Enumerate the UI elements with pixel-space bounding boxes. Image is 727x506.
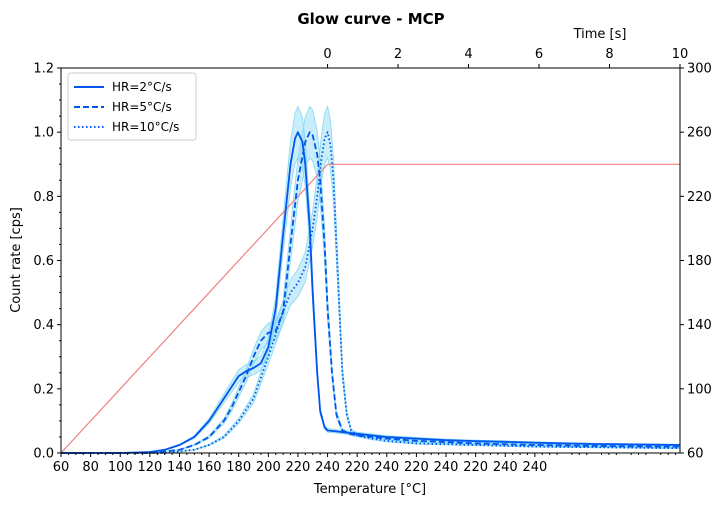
y-tick-label-4: 0.8 xyxy=(33,190,54,205)
legend: HR=2°C/s HR=5°C/s HR=10°C/s xyxy=(67,72,197,141)
x-tick-label-5: 160 xyxy=(197,460,222,475)
uncertainty-bands xyxy=(61,105,681,454)
y2-tick-label-0: 60 xyxy=(687,447,704,462)
x-axis-ticks: 60 80 100 120 140 160 180 200 220 240 220 240 220 240… xyxy=(53,453,677,475)
x-tick-label-2: 100 xyxy=(108,460,133,475)
top-tick-label-5: 10 xyxy=(672,47,689,62)
x-tick-label-4: 140 xyxy=(167,460,192,475)
legend-label-hr10: HR=10°C/s xyxy=(112,120,179,134)
y2-tick-label-6: 300 xyxy=(687,62,712,77)
x-tick-label-11: 240 xyxy=(374,460,399,475)
x-axis-label: Temperature [°C] xyxy=(313,482,426,497)
y-tick-label-0: 0.0 xyxy=(33,447,54,462)
temperature-profile-layer xyxy=(60,163,680,454)
y2-tick-label-4: 220 xyxy=(687,190,712,205)
x-tick-label-3: 120 xyxy=(137,460,162,475)
uncertainty-band-2 xyxy=(61,105,681,454)
y-tick-label-1: 0.2 xyxy=(33,382,54,397)
top-tick-label-2: 4 xyxy=(464,47,472,62)
top-tick-label-3: 6 xyxy=(535,47,543,62)
y-tick-label-3: 0.6 xyxy=(33,254,54,269)
chart-title: Glow curve - MCP xyxy=(297,10,444,28)
uncertainty-band-0 xyxy=(61,105,681,454)
x-tick-label-10: 220 xyxy=(345,460,370,475)
uncertainty-band-1 xyxy=(61,105,681,454)
legend-box xyxy=(67,72,197,141)
y2-tick-label-5: 260 xyxy=(687,126,712,141)
y-tick-label-6: 1.2 xyxy=(33,62,54,77)
x-tick-label-7: 200 xyxy=(256,460,281,475)
x-tick-label-12: 220 xyxy=(404,460,429,475)
series-line-1 xyxy=(61,131,680,454)
x-tick-label-15: 240 xyxy=(493,460,518,475)
series-line-0 xyxy=(61,131,681,454)
top-tick-label-0: 0 xyxy=(323,47,331,62)
top-x-axis-label: Time [s] xyxy=(573,27,627,42)
y-axis-label: Count rate [cps] xyxy=(9,207,24,313)
y2-tick-label-3: 180 xyxy=(687,254,712,269)
x-tick-label-0: 60 xyxy=(53,460,70,475)
y-tick-label-2: 0.4 xyxy=(33,318,54,333)
x-tick-label-9: 240 xyxy=(315,460,340,475)
x-tick-label-6: 180 xyxy=(226,460,251,475)
y2-tick-label-1: 100 xyxy=(687,382,712,397)
y-axis-ticks: 0.0 0.2 0.4 0.6 0.8 1.0 1.2 xyxy=(33,62,61,462)
top-tick-label-1: 2 xyxy=(394,47,402,62)
top-tick-label-4: 8 xyxy=(605,47,613,62)
legend-label-hr5: HR=5°C/s xyxy=(112,100,172,114)
x-tick-label-16: 240 xyxy=(522,460,547,475)
series-layer xyxy=(61,131,681,454)
x-tick-label-14: 220 xyxy=(463,460,488,475)
x-tick-label-8: 220 xyxy=(286,460,311,475)
top-x-axis-ticks: 0 2 4 6 8 10 xyxy=(323,47,688,68)
y-tick-label-5: 1.0 xyxy=(33,126,54,141)
y2-tick-label-2: 140 xyxy=(687,318,712,333)
right-y-axis-ticks: 60 100 140 180 220 260 300 xyxy=(680,62,712,462)
series-line-2 xyxy=(61,131,681,454)
x-tick-label-1: 80 xyxy=(82,460,99,475)
temperature-profile-line xyxy=(60,163,680,454)
legend-label-hr2: HR=2°C/s xyxy=(112,80,172,94)
x-tick-label-13: 240 xyxy=(434,460,459,475)
